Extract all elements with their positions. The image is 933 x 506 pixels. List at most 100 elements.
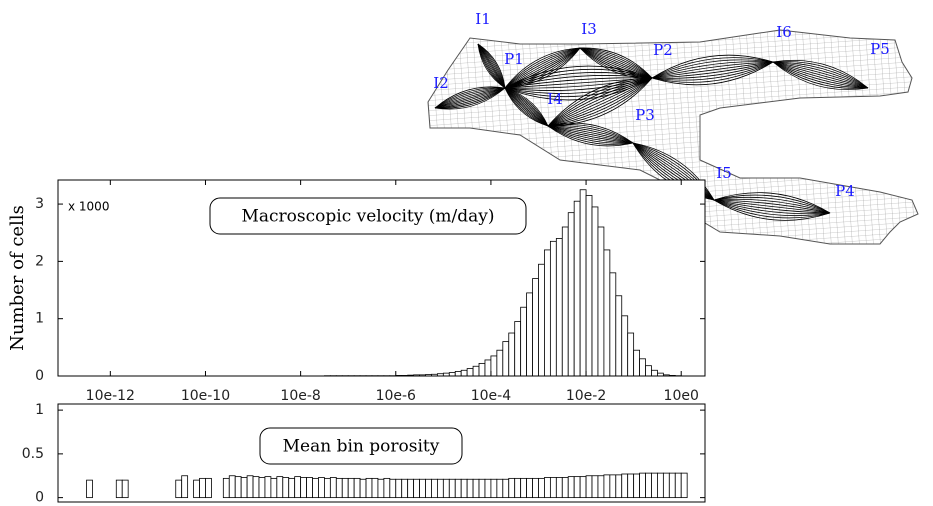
histogram-bar (615, 474, 623, 499)
streamline (579, 47, 653, 79)
histogram-bar (270, 477, 278, 499)
histogram-bar (413, 478, 420, 499)
histogram-bar (419, 478, 426, 499)
histogram-bar (615, 295, 623, 377)
histogram-bar (621, 473, 629, 499)
histogram-bar (520, 477, 527, 499)
streamline (547, 77, 653, 127)
histogram-bar (484, 478, 492, 499)
charts: 0 1 2 3 10e-12 10e-10 10e-8 10e-6 10e-4 10e-2 10e0… (7, 179, 706, 506)
histogram-bar (234, 476, 242, 499)
histogram-bar (645, 472, 652, 499)
histogram-bar (431, 478, 438, 499)
streamline (547, 125, 634, 144)
histogram-bar (175, 479, 183, 499)
streamline (632, 142, 715, 201)
histogram-bar (324, 477, 331, 499)
histogram-bar (496, 478, 504, 499)
histogram-bar (407, 478, 415, 499)
streamline (434, 87, 506, 109)
streamline (504, 75, 653, 89)
y-tick-label: 0 (35, 490, 44, 506)
histogram-bar (627, 473, 635, 499)
streamline (651, 61, 774, 79)
histogram-bar (603, 249, 611, 377)
streamline (434, 87, 506, 109)
well-label: P2 (653, 41, 673, 59)
histogram-bar (484, 359, 492, 377)
x-tick-label: 10e0 (664, 388, 699, 404)
chart-title: Mean bin porosity (283, 437, 440, 457)
streamline (434, 87, 506, 109)
histogram-bar (312, 477, 319, 499)
streamline (547, 77, 653, 127)
histogram-bar (442, 478, 450, 499)
title-box (209, 197, 527, 235)
histogram-bar (538, 263, 545, 377)
histogram-bar (674, 472, 682, 499)
histogram-bar (526, 292, 533, 377)
histogram-bar (532, 477, 539, 499)
streamline (772, 61, 869, 89)
histogram-bar (472, 365, 480, 377)
histogram-bar (460, 369, 468, 377)
histogram-bar (466, 478, 474, 499)
histogram-bar (651, 472, 658, 499)
y-tick-label: 1 (35, 402, 44, 418)
histogram-bar (353, 477, 361, 499)
histogram-bar (514, 477, 522, 499)
histogram-bar (549, 477, 557, 499)
streamline (504, 47, 581, 89)
histogram-bar (639, 358, 646, 377)
histogram-bar (526, 477, 533, 499)
streamline (434, 86, 506, 109)
histogram-bar (502, 478, 510, 499)
y-tick-label: 2 (35, 253, 44, 269)
histogram-bar (258, 477, 266, 499)
histogram-bar (115, 479, 123, 499)
histogram-bar (609, 474, 617, 499)
histogram-bar (544, 249, 551, 377)
streamline (713, 199, 831, 214)
histogram-bar (591, 206, 599, 377)
histogram-bar (365, 477, 373, 499)
streamline (651, 61, 774, 79)
streamline (632, 142, 715, 201)
streamline (504, 47, 581, 89)
well-labels: I1 I3 P1 P2 I6 P5 I2 I4 P3 I5 P4 (433, 10, 890, 200)
histogram-bar (395, 478, 403, 499)
streamline (772, 61, 869, 89)
x-tick-label: 10e-10 (181, 388, 230, 404)
well-label: I3 (581, 20, 596, 38)
streamline (713, 192, 831, 214)
streamline (547, 77, 653, 127)
histogram-bar (555, 238, 563, 377)
histogram-bar (472, 478, 480, 499)
histogram-bar (514, 321, 522, 377)
streamline (772, 61, 869, 91)
histogram-bar (264, 476, 272, 499)
histogram-bar (329, 477, 337, 499)
streamline (713, 199, 831, 219)
histogram-bar (306, 477, 313, 499)
streamline (547, 77, 653, 127)
histogram-bar (597, 475, 605, 499)
streamline (651, 59, 774, 79)
histogram-bar (377, 478, 385, 499)
histogram-bar (193, 479, 200, 499)
y-tick-label: 3 (35, 196, 44, 212)
histogram-bar (549, 240, 557, 377)
x-tick-label: 10e-6 (376, 388, 416, 404)
histogram-bar (633, 349, 640, 377)
streamline (477, 43, 506, 89)
histogram-bar (121, 479, 129, 499)
streamline (713, 198, 831, 214)
histogram-bar (633, 473, 640, 499)
histogram-bar (597, 226, 605, 377)
histogram-bar (181, 475, 189, 499)
histogram-bar (490, 478, 498, 499)
streamline (434, 87, 506, 109)
streamline (504, 47, 581, 89)
histogram-bar (555, 477, 563, 499)
